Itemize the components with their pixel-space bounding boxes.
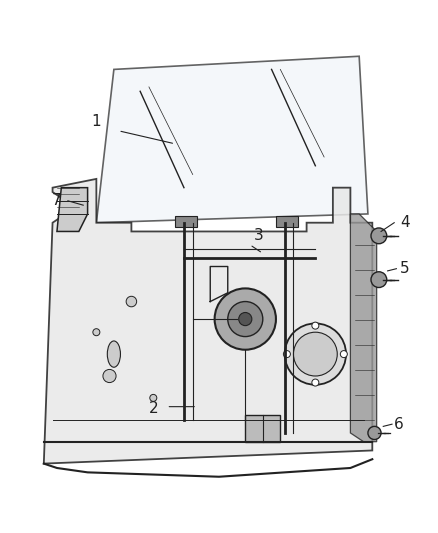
Circle shape [285, 324, 346, 385]
Circle shape [93, 329, 100, 336]
Polygon shape [96, 56, 368, 223]
Text: 5: 5 [400, 261, 410, 276]
Text: 1: 1 [92, 115, 101, 130]
Ellipse shape [107, 341, 120, 367]
Text: 2: 2 [148, 401, 158, 416]
Circle shape [371, 228, 387, 244]
Circle shape [126, 296, 137, 307]
Circle shape [215, 288, 276, 350]
Text: 3: 3 [254, 228, 263, 244]
Circle shape [283, 351, 290, 358]
Text: 4: 4 [400, 215, 410, 230]
Polygon shape [44, 179, 372, 464]
Bar [175, 216, 197, 227]
Circle shape [368, 426, 381, 440]
Circle shape [312, 379, 319, 386]
Text: 7: 7 [52, 193, 62, 208]
Circle shape [239, 312, 252, 326]
Text: 6: 6 [394, 417, 403, 432]
Polygon shape [350, 214, 377, 442]
Circle shape [103, 369, 116, 383]
Polygon shape [57, 188, 88, 231]
Circle shape [312, 322, 319, 329]
Circle shape [228, 302, 263, 336]
Circle shape [371, 272, 387, 287]
Bar [245, 415, 280, 442]
Circle shape [293, 332, 337, 376]
Bar [276, 216, 298, 227]
Circle shape [150, 394, 157, 401]
Circle shape [340, 351, 347, 358]
